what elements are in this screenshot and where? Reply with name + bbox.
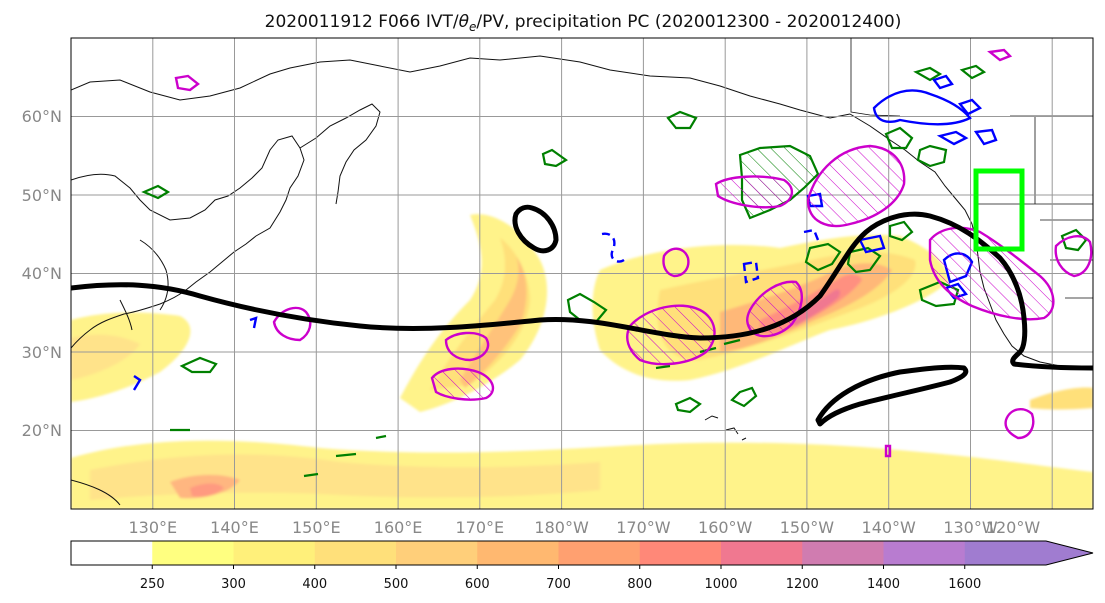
colorbar-tick-label: 1200: [786, 577, 819, 592]
colorbar: 250 300 400 500 600 700 800 1000 1200 1400 1600: [70, 540, 1094, 592]
figure-title: 2020011912 F066 IVT/θe/PV, precipitation…: [265, 12, 902, 34]
colorbar-cell: [314, 541, 397, 565]
colorbar-cell: [477, 541, 560, 565]
lat-label: 50°N: [22, 186, 62, 205]
lat-label: 20°N: [22, 421, 62, 440]
colorbar-tick-label: 400: [302, 577, 327, 592]
colorbar-cell: [964, 541, 1047, 565]
colorbar-labels: 250 300 400 500 600 700 800 1000 1200 1400 1600: [140, 565, 981, 592]
lon-label: 180°W: [534, 518, 589, 537]
lon-label: 130°W: [943, 518, 998, 537]
map-panel: [71, 38, 1093, 509]
lon-label: 170°W: [616, 518, 671, 537]
colorbar-tick-label: 250: [140, 577, 165, 592]
lon-label: 160°W: [698, 518, 753, 537]
latitude-labels: 60°N 50°N 40°N 30°N 20°N: [22, 107, 62, 440]
colorbar-extend-triangle: [1046, 541, 1093, 565]
colorbar-cell: [152, 541, 235, 565]
colorbar-tick-label: 700: [546, 577, 571, 592]
colorbar-cell: [721, 541, 803, 565]
longitude-labels: 130°E 140°E 150°E 160°E 170°E 180°W 170°…: [128, 518, 1040, 537]
colorbar-cell: [558, 541, 641, 565]
lon-label: 160°E: [374, 518, 423, 537]
colorbar-cell: [802, 541, 885, 565]
colorbar-cell: [233, 541, 316, 565]
colorbar-tick-label: 800: [627, 577, 652, 592]
pv-contours: [71, 204, 1093, 427]
lon-label: 150°W: [780, 518, 835, 537]
gridlines: [71, 38, 1093, 509]
colorbar-cell: [883, 541, 966, 565]
colorbar-outline: [70, 540, 1094, 566]
colorbar-cell: [639, 541, 722, 565]
colorbar-cell: [396, 541, 478, 565]
lon-label: 170°E: [455, 518, 504, 537]
colorbar-tick-label: 1000: [704, 577, 737, 592]
colorbar-tick-label: 600: [465, 577, 490, 592]
lon-label: 150°E: [292, 518, 341, 537]
lon-label: 140°W: [862, 518, 917, 537]
lon-label: 140°E: [210, 518, 259, 537]
map-frame: [70, 37, 1094, 510]
precip-pc-positive-contours: [174, 48, 1093, 458]
colorbar-tick-label: 300: [221, 577, 246, 592]
colorbar-tick-label: 1600: [948, 577, 981, 592]
target-box: [973, 168, 1025, 252]
colorbar-tick-label: 1400: [867, 577, 900, 592]
lat-label: 60°N: [22, 107, 62, 126]
lon-label: 130°E: [128, 518, 177, 537]
colorbar-cell: [71, 541, 153, 565]
colorbar-cells: [71, 541, 1093, 565]
lat-label: 30°N: [22, 343, 62, 362]
lat-label: 40°N: [22, 264, 62, 283]
lon-label: 120°W: [986, 518, 1041, 537]
colorbar-tick-label: 500: [384, 577, 409, 592]
